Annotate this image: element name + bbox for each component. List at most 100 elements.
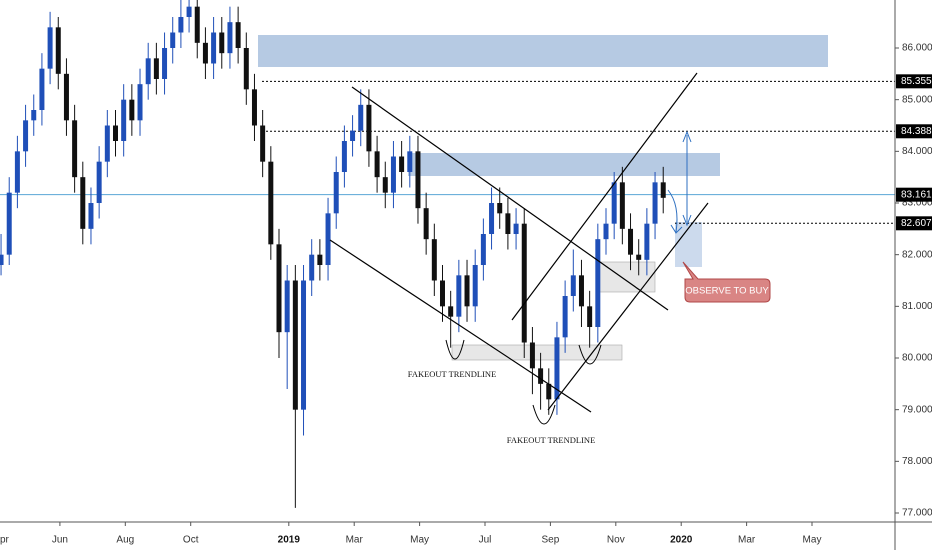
candle-body bbox=[578, 275, 584, 307]
y-tick-label: 78.000 bbox=[902, 456, 932, 467]
candle-body bbox=[562, 296, 568, 338]
candle-body bbox=[521, 223, 527, 343]
candle-body bbox=[219, 32, 225, 54]
candle-body bbox=[23, 120, 29, 152]
candle-body bbox=[137, 84, 143, 121]
candle-body bbox=[423, 208, 429, 240]
candle-body bbox=[333, 172, 339, 214]
trend-line bbox=[547, 202, 709, 411]
candle-body bbox=[211, 32, 217, 64]
candle-body bbox=[104, 125, 110, 162]
candle-body bbox=[194, 6, 200, 43]
price-label: 82.607 bbox=[901, 218, 932, 229]
arrow-head bbox=[670, 224, 683, 234]
candle-body bbox=[202, 42, 208, 64]
candle-body bbox=[644, 223, 650, 260]
candle-body bbox=[538, 368, 544, 384]
candle-body bbox=[80, 177, 86, 229]
candle-body bbox=[251, 89, 257, 126]
candle-body bbox=[358, 104, 364, 131]
arrow-head bbox=[682, 214, 692, 227]
candle-body bbox=[570, 275, 576, 297]
candle-body bbox=[243, 47, 249, 90]
y-tick-label: 77.000 bbox=[902, 508, 932, 519]
x-tick-label: Jul bbox=[479, 535, 492, 546]
annotation: FAKEOUT TRENDLINE bbox=[408, 369, 497, 379]
candle-body bbox=[513, 223, 519, 235]
candle-body bbox=[439, 280, 445, 307]
candle-body bbox=[39, 68, 45, 111]
candle-body bbox=[227, 22, 233, 54]
candle-body bbox=[407, 151, 413, 173]
candle-body bbox=[276, 244, 282, 333]
candle-body bbox=[309, 254, 315, 281]
price-label: 85.355 bbox=[901, 76, 932, 87]
price-label: 83.161 bbox=[901, 189, 932, 200]
projection-arrow bbox=[667, 189, 678, 233]
candle-body bbox=[546, 383, 552, 400]
y-axis-panel bbox=[895, 0, 932, 550]
candle-body bbox=[121, 99, 127, 142]
drawings bbox=[258, 35, 828, 361]
candle-body bbox=[178, 16, 184, 33]
x-tick-label: pr bbox=[0, 535, 10, 546]
y-tick-label: 86.000 bbox=[902, 43, 932, 54]
candle-body bbox=[301, 280, 307, 410]
candle-body bbox=[145, 58, 151, 85]
price-label-box bbox=[896, 74, 932, 89]
candle-body bbox=[284, 280, 290, 333]
supply-zone bbox=[258, 35, 828, 67]
candle-body bbox=[153, 58, 159, 80]
candle-body bbox=[317, 254, 323, 266]
callout-text: OBSERVE TO BUY bbox=[685, 286, 769, 297]
candle-body bbox=[619, 182, 625, 229]
price-label-box bbox=[896, 187, 932, 202]
trend-line bbox=[511, 72, 698, 321]
candle-body bbox=[72, 120, 78, 178]
x-tick-label: Sep bbox=[542, 535, 560, 546]
x-tick-label: Mar bbox=[346, 535, 364, 546]
x-tick-label: Mar bbox=[738, 535, 756, 546]
candle-body bbox=[366, 104, 372, 152]
x-tick-label: Oct bbox=[183, 535, 199, 546]
candle-body bbox=[47, 27, 53, 69]
x-tick-label: Aug bbox=[116, 535, 134, 546]
price-label: 84.388 bbox=[901, 126, 932, 137]
candle-body bbox=[88, 203, 94, 229]
candle-body bbox=[390, 156, 396, 193]
candle-body bbox=[186, 6, 192, 17]
x-axis-panel bbox=[0, 522, 932, 550]
x-tick-label: Nov bbox=[607, 535, 625, 546]
candle-body bbox=[505, 213, 511, 235]
candle-body bbox=[399, 156, 405, 173]
candle-body bbox=[636, 254, 642, 260]
fakeout-arc bbox=[532, 404, 556, 425]
candle-body bbox=[489, 203, 495, 235]
y-tick-label: 80.000 bbox=[902, 353, 932, 364]
candle-body bbox=[0, 254, 4, 266]
trend-line bbox=[329, 239, 592, 413]
candle-body bbox=[456, 275, 462, 317]
x-tick-label: Jun bbox=[52, 535, 68, 546]
candle-body bbox=[497, 203, 503, 214]
candle-body bbox=[554, 337, 560, 400]
fakeout-arc bbox=[578, 344, 602, 365]
candle-body bbox=[464, 275, 470, 307]
y-tick-label: 81.000 bbox=[902, 301, 932, 312]
price-label-box bbox=[896, 124, 932, 139]
candle-body bbox=[431, 239, 437, 281]
arrow-head bbox=[682, 130, 692, 143]
y-tick-label: 82.000 bbox=[902, 249, 932, 260]
candle-body bbox=[170, 32, 176, 48]
candle-body bbox=[260, 125, 266, 162]
x-tick-label: 2019 bbox=[278, 535, 301, 546]
candle-body bbox=[660, 182, 666, 198]
candle-body bbox=[292, 280, 298, 410]
candle-body bbox=[268, 161, 274, 245]
candle-body bbox=[55, 27, 61, 74]
y-tick-label: 83.000 bbox=[902, 198, 932, 209]
candle-body bbox=[341, 141, 347, 173]
candle-body bbox=[611, 182, 617, 224]
candle-body bbox=[415, 151, 421, 209]
